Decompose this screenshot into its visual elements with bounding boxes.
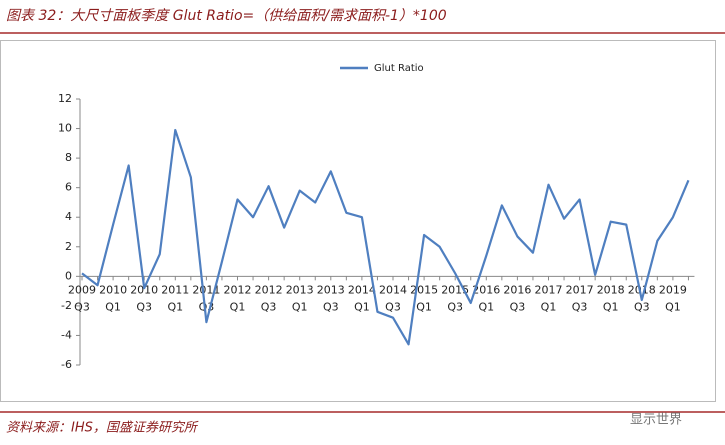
x-tick-label: 2012 Q1: [224, 283, 252, 313]
x-tick-label: 2016 Q3: [503, 283, 531, 313]
y-tick-label: 4: [65, 210, 72, 223]
line-series: [81, 128, 690, 346]
x-tick-label: 2013 Q1: [286, 283, 314, 313]
x-tick-label: 2016 Q1: [472, 283, 500, 313]
plot-frame: [0, 40, 716, 402]
x-tick-label: 2018 Q3: [628, 283, 656, 313]
watermark: 显示世界: [630, 413, 682, 428]
y-tick-label: 10: [58, 122, 72, 135]
y-tick-label: 0: [65, 269, 72, 282]
source: 资料来源：IHS，国盛证券研究所: [6, 420, 199, 436]
y-tick-label: -2: [61, 299, 72, 312]
x-tick-label: 2010 Q1: [99, 283, 127, 313]
y-tick-label: 12: [58, 92, 72, 105]
y-tick-label: 8: [65, 151, 72, 164]
x-tick-label: 2014 Q1: [348, 283, 376, 313]
legend-label: Glut Ratio: [374, 63, 424, 74]
x-tick-label: 2015 Q3: [441, 283, 469, 313]
x-tick-label: 2010 Q3: [130, 283, 158, 313]
y-tick-label: 6: [65, 181, 72, 194]
y-tick-label: 2: [65, 240, 72, 253]
x-tick-label: 2014 Q3: [379, 283, 407, 313]
x-tick-label: 2015 Q1: [410, 283, 438, 313]
x-tick-label: 2009 Q3: [68, 283, 96, 313]
x-tick-label: 2017 Q1: [535, 283, 563, 313]
x-tick-label: 2018 Q1: [597, 283, 625, 313]
y-tick-label: -6: [61, 358, 72, 371]
chart-title: 图表 32：大尺寸面板季度 Glut Ratio=（供给面积/需求面积-1）*1…: [6, 8, 447, 24]
x-tick-label: 2019 Q1: [659, 283, 687, 313]
x-tick-label: 2017 Q3: [566, 283, 594, 313]
y-tick-label: -4: [61, 328, 72, 341]
x-tick-label: 2013 Q3: [317, 283, 345, 313]
x-tick-label: 2011 Q1: [161, 283, 189, 313]
x-tick-label: 2012 Q3: [255, 283, 283, 313]
